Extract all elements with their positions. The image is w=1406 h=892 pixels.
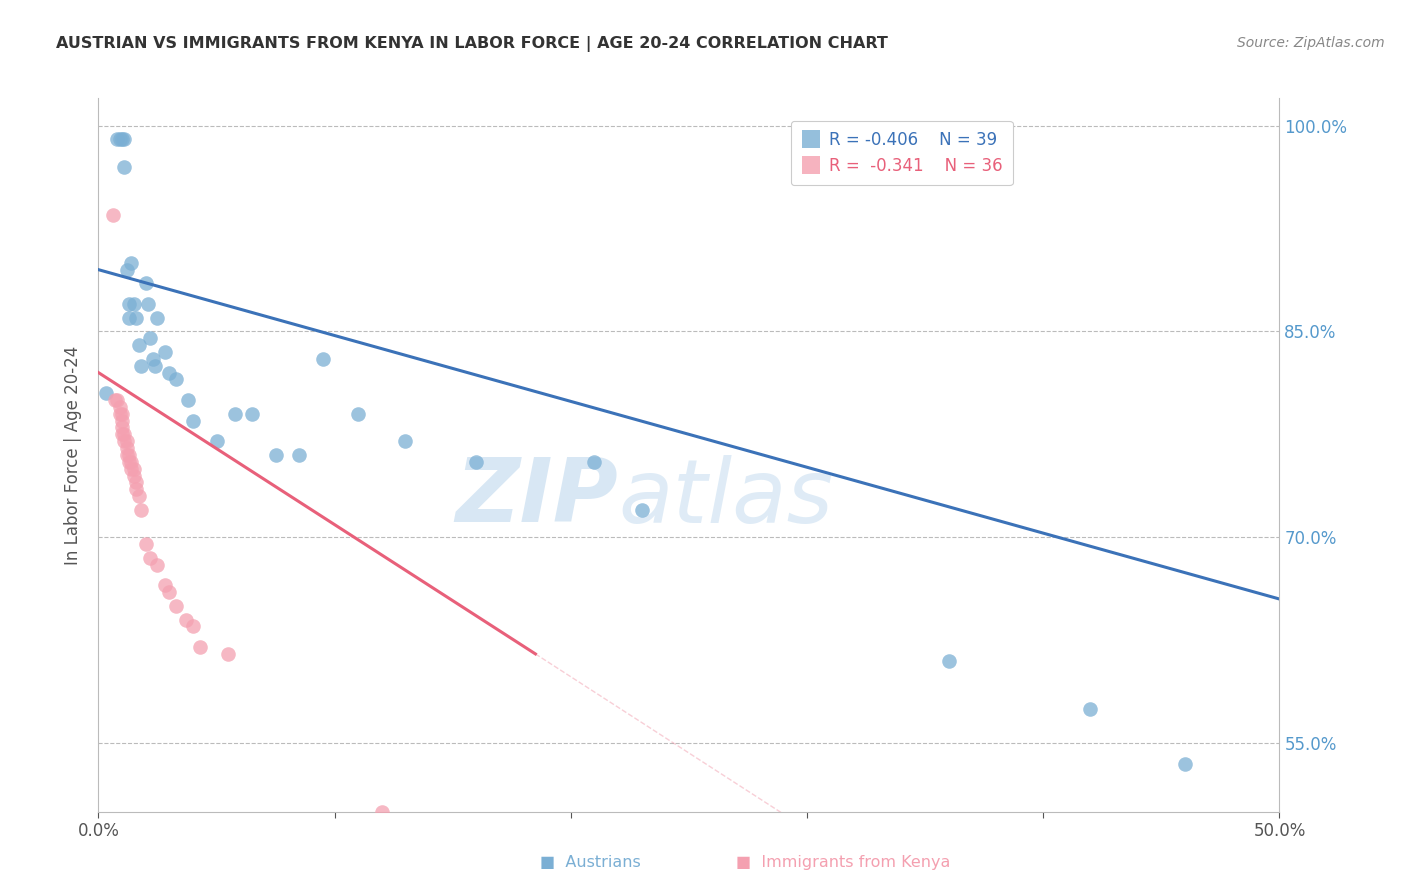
Point bbox=[524, 838, 547, 853]
Point bbox=[112, 434, 135, 449]
Point bbox=[111, 414, 134, 428]
Text: atlas: atlas bbox=[619, 455, 832, 541]
Point bbox=[465, 455, 488, 469]
Point bbox=[129, 503, 152, 517]
Text: Source: ZipAtlas.com: Source: ZipAtlas.com bbox=[1237, 36, 1385, 50]
Point bbox=[217, 647, 239, 661]
Point bbox=[205, 434, 228, 449]
Point bbox=[181, 619, 204, 633]
Point bbox=[121, 461, 143, 475]
Point bbox=[118, 448, 141, 462]
Point bbox=[115, 441, 138, 455]
Point bbox=[105, 392, 128, 407]
Point bbox=[115, 262, 138, 277]
Point bbox=[135, 537, 157, 551]
Point bbox=[118, 310, 141, 325]
Point bbox=[111, 132, 134, 146]
Point bbox=[938, 654, 960, 668]
Point bbox=[143, 359, 166, 373]
Point bbox=[125, 482, 148, 496]
Point bbox=[135, 277, 157, 291]
Point bbox=[371, 805, 394, 819]
Point bbox=[108, 132, 131, 146]
Point bbox=[264, 448, 287, 462]
Point bbox=[347, 407, 370, 421]
Point bbox=[112, 427, 135, 442]
Point bbox=[181, 414, 204, 428]
Point bbox=[139, 550, 162, 565]
Point bbox=[101, 208, 124, 222]
Point bbox=[174, 613, 197, 627]
Point bbox=[121, 256, 143, 270]
Point bbox=[121, 455, 143, 469]
Point bbox=[165, 599, 187, 613]
Point bbox=[157, 585, 180, 599]
Point bbox=[146, 310, 169, 325]
Point bbox=[125, 475, 148, 490]
Point bbox=[128, 338, 150, 352]
Point bbox=[165, 372, 187, 386]
Point bbox=[115, 448, 138, 462]
Point bbox=[288, 448, 311, 462]
Point bbox=[104, 392, 127, 407]
Point bbox=[111, 427, 134, 442]
Text: ■  Immigrants from Kenya: ■ Immigrants from Kenya bbox=[737, 855, 950, 870]
Point bbox=[122, 297, 145, 311]
Y-axis label: In Labor Force | Age 20-24: In Labor Force | Age 20-24 bbox=[65, 345, 83, 565]
Text: ■  Austrians: ■ Austrians bbox=[540, 855, 641, 870]
Text: AUSTRIAN VS IMMIGRANTS FROM KENYA IN LABOR FORCE | AGE 20-24 CORRELATION CHART: AUSTRIAN VS IMMIGRANTS FROM KENYA IN LAB… bbox=[56, 36, 889, 52]
Point bbox=[312, 351, 335, 366]
Point bbox=[118, 455, 141, 469]
Point bbox=[112, 132, 135, 146]
Point bbox=[1080, 702, 1102, 716]
Point bbox=[630, 503, 652, 517]
Point bbox=[142, 351, 165, 366]
Point bbox=[112, 160, 135, 174]
Point bbox=[240, 407, 263, 421]
Point bbox=[108, 400, 131, 414]
Point bbox=[583, 455, 606, 469]
Point bbox=[394, 434, 416, 449]
Point bbox=[94, 386, 117, 401]
Point bbox=[111, 420, 134, 434]
Point bbox=[118, 297, 141, 311]
Point bbox=[128, 489, 150, 503]
Point bbox=[105, 132, 128, 146]
Point bbox=[157, 366, 180, 380]
Text: ZIP: ZIP bbox=[456, 454, 619, 541]
Legend: R = -0.406    N = 39, R =  -0.341    N = 36: R = -0.406 N = 39, R = -0.341 N = 36 bbox=[790, 120, 1012, 185]
Point bbox=[139, 331, 162, 345]
Point bbox=[177, 392, 200, 407]
Point bbox=[146, 558, 169, 572]
Point bbox=[1174, 756, 1197, 771]
Point bbox=[122, 468, 145, 483]
Point bbox=[108, 407, 131, 421]
Point bbox=[115, 434, 138, 449]
Point bbox=[153, 578, 176, 592]
Point bbox=[136, 297, 159, 311]
Point bbox=[129, 359, 152, 373]
Point bbox=[122, 461, 145, 475]
Point bbox=[111, 407, 134, 421]
Point bbox=[224, 407, 246, 421]
Point bbox=[153, 345, 176, 359]
Point bbox=[125, 310, 148, 325]
Point bbox=[188, 640, 211, 654]
